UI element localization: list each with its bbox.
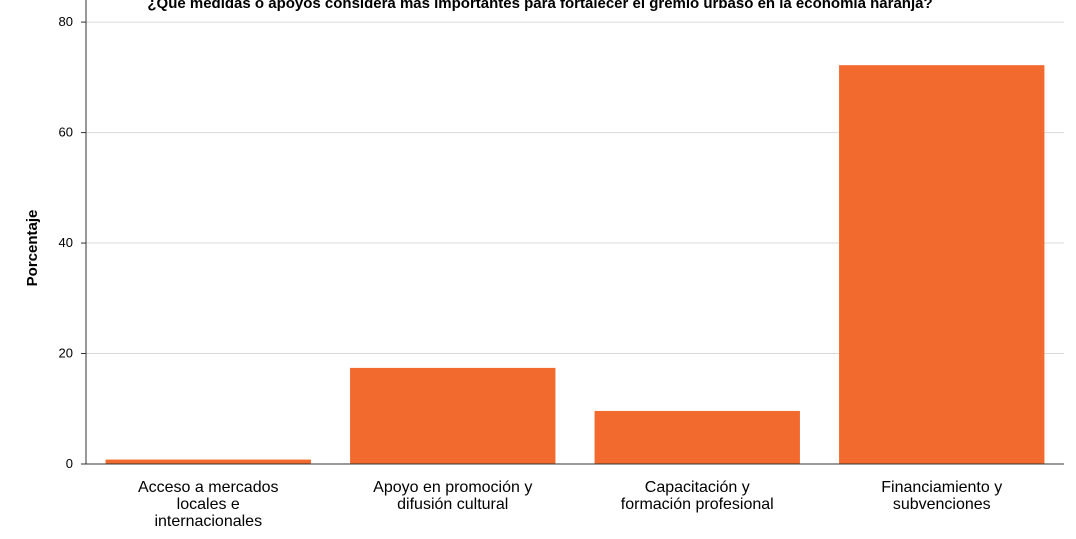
x-tick-label-line: Acceso a mercados: [138, 479, 279, 496]
y-tick-label: 20: [59, 346, 73, 361]
bar: [105, 459, 311, 464]
y-tick-label: 80: [59, 14, 73, 29]
x-tick-label-line: locales e: [177, 496, 240, 513]
x-tick-label: Acceso a mercados locales e internacionale…: [138, 479, 279, 530]
x-tick-label-line: Apoyo en promoción y: [373, 479, 532, 496]
x-tick-label-line: formación profesional: [621, 496, 774, 513]
x-tick-label: Financiamiento y subvenciones: [881, 479, 1002, 513]
y-tick-label: 60: [59, 125, 73, 140]
bar: [839, 65, 1045, 464]
axes: [81, 0, 1064, 465]
bars: [105, 65, 1045, 464]
y-tick-labels: 0 20 40 60 80: [59, 14, 73, 471]
x-tick-label-line: difusión cultural: [397, 496, 508, 513]
y-tick-label: 0: [66, 456, 73, 471]
bar: [594, 410, 800, 464]
x-tick-label-line: Financiamiento y: [881, 479, 1002, 496]
y-axis-label: Porcentaje: [24, 210, 41, 287]
x-tick-label-line: Capacitación y: [645, 479, 750, 496]
y-tick-label: 40: [59, 235, 73, 250]
x-tick-label: Capacitación y formación profesional: [621, 479, 774, 513]
chart-title: ¿Qué medidas o apoyos considera más impo…: [147, 0, 932, 12]
bar: [350, 367, 556, 464]
x-tick-label: Apoyo en promoción y difusión cultural: [373, 479, 532, 513]
x-tick-label-line: internacionales: [154, 513, 262, 530]
x-tick-label-line: subvenciones: [893, 496, 991, 513]
x-tick-labels: Acceso a mercados locales e internacionale…: [138, 479, 1002, 530]
